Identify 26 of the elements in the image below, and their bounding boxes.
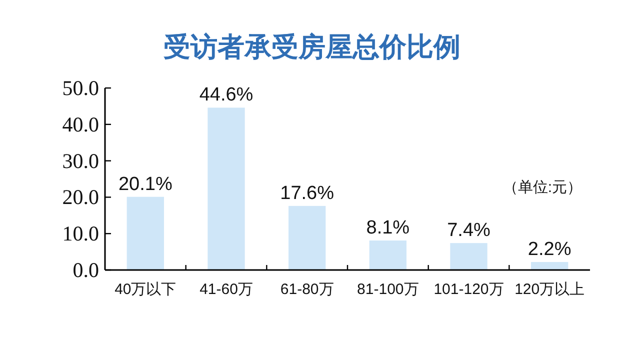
x-tick-label: 41-60万 xyxy=(200,281,253,298)
y-tick-label: 30.0 xyxy=(62,148,99,173)
bar xyxy=(450,243,488,270)
data-label: 2.2% xyxy=(528,238,572,260)
data-label: 7.4% xyxy=(447,220,491,242)
y-tick-label: 20.0 xyxy=(62,185,99,210)
data-label: 17.6% xyxy=(280,182,334,204)
bar xyxy=(288,206,326,270)
y-tick-label: 10.0 xyxy=(62,222,99,246)
x-tick-label: 101-120万 xyxy=(434,281,504,298)
annotation: （单位:元） xyxy=(502,179,582,196)
x-tick-label: 81-100万 xyxy=(357,281,419,298)
bar xyxy=(126,196,164,270)
x-tick-label: 61-80万 xyxy=(280,281,334,298)
data-label: 8.1% xyxy=(366,218,410,239)
bar xyxy=(369,240,407,270)
data-label: 20.1% xyxy=(118,174,172,195)
y-tick-label: 0.0 xyxy=(72,258,99,282)
bar xyxy=(208,108,245,270)
chart-title: 受访者承受房屋总价比例 xyxy=(164,32,460,62)
x-tick-label: 120万以上 xyxy=(514,281,585,298)
y-tick-label: 40.0 xyxy=(62,112,99,136)
x-tick-label: 40万以下 xyxy=(114,281,176,298)
bar xyxy=(530,262,568,270)
data-label: 44.6% xyxy=(199,84,254,106)
y-tick-label: 50.0 xyxy=(62,76,99,100)
